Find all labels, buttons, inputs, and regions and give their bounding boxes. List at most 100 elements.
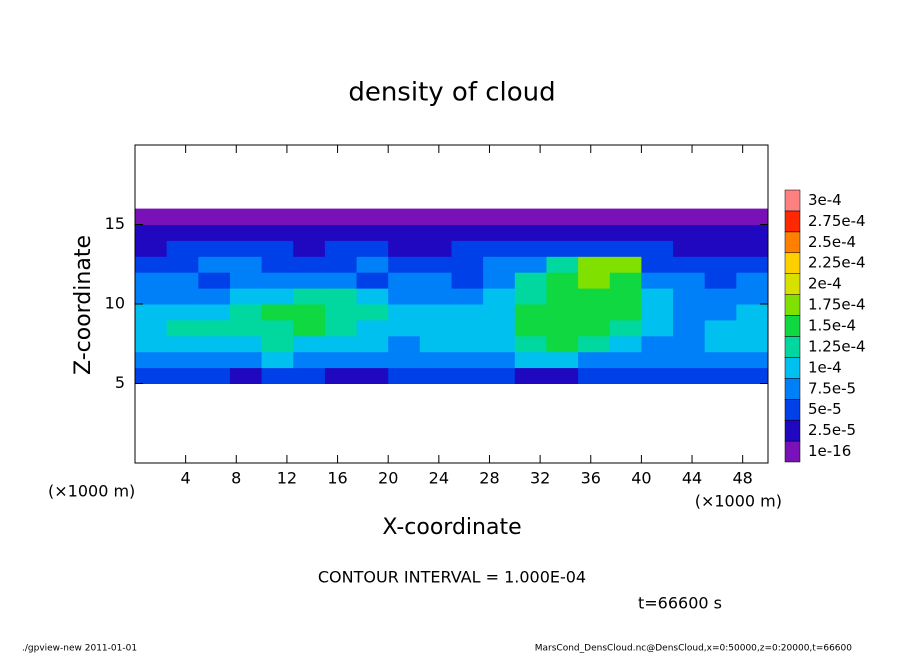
field-cell [356, 224, 389, 241]
y-unit: (×1000 m) [48, 482, 135, 501]
colorbar-box [784, 210, 801, 233]
colorbar-box [784, 189, 801, 212]
field-cell [293, 304, 326, 321]
field-cell [198, 319, 231, 337]
field-cell [293, 351, 326, 369]
field-cell [451, 256, 484, 273]
field-cell [514, 240, 547, 257]
field-cell [546, 240, 579, 257]
field-cell [641, 240, 674, 257]
field-cell [419, 224, 452, 241]
field-cell [673, 319, 706, 337]
field-cell [673, 224, 706, 241]
field-cell [356, 288, 389, 305]
colorbar-label: 1e-4 [808, 358, 842, 376]
field-cell [388, 224, 421, 241]
field-cell [641, 208, 674, 225]
field-cell [609, 335, 642, 353]
field-cell [704, 272, 737, 289]
y-axis-label: Z-coordinate [71, 235, 96, 375]
field-cell [609, 367, 642, 384]
field-cell [261, 256, 294, 273]
colorbar-label: 3e-4 [808, 191, 842, 209]
field-cell [229, 256, 263, 273]
field-cell [641, 351, 674, 369]
field-cell [451, 304, 484, 321]
field-cell [736, 304, 769, 321]
colorbar-label: 2.25e-4 [808, 254, 866, 272]
field-cell [324, 208, 358, 225]
field-cell [229, 208, 263, 225]
field-cell [736, 240, 769, 257]
field-cell [704, 304, 737, 321]
colorbar-label: 1.5e-4 [808, 317, 856, 335]
field-cell [546, 272, 579, 289]
footer-right: MarsCond_DensCloud.nc@DensCloud,x=0:5000… [535, 644, 852, 654]
field-cell [324, 256, 358, 273]
field-cell [736, 288, 769, 305]
field-cell [261, 351, 294, 369]
field-cell [419, 367, 452, 384]
x-tick-label: 4 [181, 469, 191, 488]
field-cell [578, 272, 611, 289]
field-cell [261, 224, 294, 241]
field-cell [198, 367, 231, 384]
field-cell [166, 351, 199, 369]
field-cell [198, 240, 231, 257]
field-cell [514, 367, 547, 384]
field-cell [673, 256, 706, 273]
field-cell [704, 351, 737, 369]
field-cell [578, 256, 611, 273]
field-cell [388, 240, 421, 257]
field-cell [324, 335, 358, 353]
field-cell [704, 240, 737, 257]
field-cell [229, 319, 263, 337]
field-cell [483, 256, 516, 273]
colorbar-label: 2.5e-5 [808, 421, 856, 439]
field-cell [578, 224, 611, 241]
field-cell [419, 240, 452, 257]
field-cell [198, 288, 231, 305]
field-cell [451, 288, 484, 305]
x-tick-label: 24 [429, 469, 449, 488]
field-cell [135, 367, 168, 384]
field-cell [451, 319, 484, 337]
field-cell [483, 304, 516, 321]
field-cell [451, 272, 484, 289]
field-cell [388, 288, 421, 305]
field-cell [736, 335, 769, 353]
field-cell [229, 288, 263, 305]
y-tick-label: 15 [105, 214, 125, 233]
field-cell [198, 224, 231, 241]
x-tick-label: 12 [277, 469, 297, 488]
field-cell [483, 208, 516, 225]
colorbar-label: 1.25e-4 [808, 337, 866, 355]
field-cell [135, 335, 168, 353]
field-cell [578, 335, 611, 353]
field-cell [261, 319, 294, 337]
field-cell [514, 335, 547, 353]
x-axis-label: X-coordinate [382, 515, 521, 540]
field-cell [166, 240, 199, 257]
field-cell [451, 224, 484, 241]
y-tick-label: 10 [105, 294, 125, 313]
colorbar-box [784, 315, 801, 337]
field-cell [324, 367, 358, 384]
field-cell [736, 367, 769, 384]
field-cell [704, 319, 737, 337]
field-cell [419, 272, 452, 289]
field-cell [578, 240, 611, 257]
colorbar-box [784, 357, 801, 379]
field-cell [166, 256, 199, 273]
field-cell [229, 272, 263, 289]
colorbar-label: 7.5e-5 [808, 379, 856, 397]
field-cell [673, 272, 706, 289]
field-cell [673, 288, 706, 305]
colorbar-box [784, 398, 801, 421]
field-cell [451, 367, 484, 384]
field-cell [261, 335, 294, 353]
field-cell [483, 367, 516, 384]
x-unit: (×1000 m) [695, 492, 782, 511]
x-tick-label: 32 [530, 469, 550, 488]
field-cell [641, 335, 674, 353]
